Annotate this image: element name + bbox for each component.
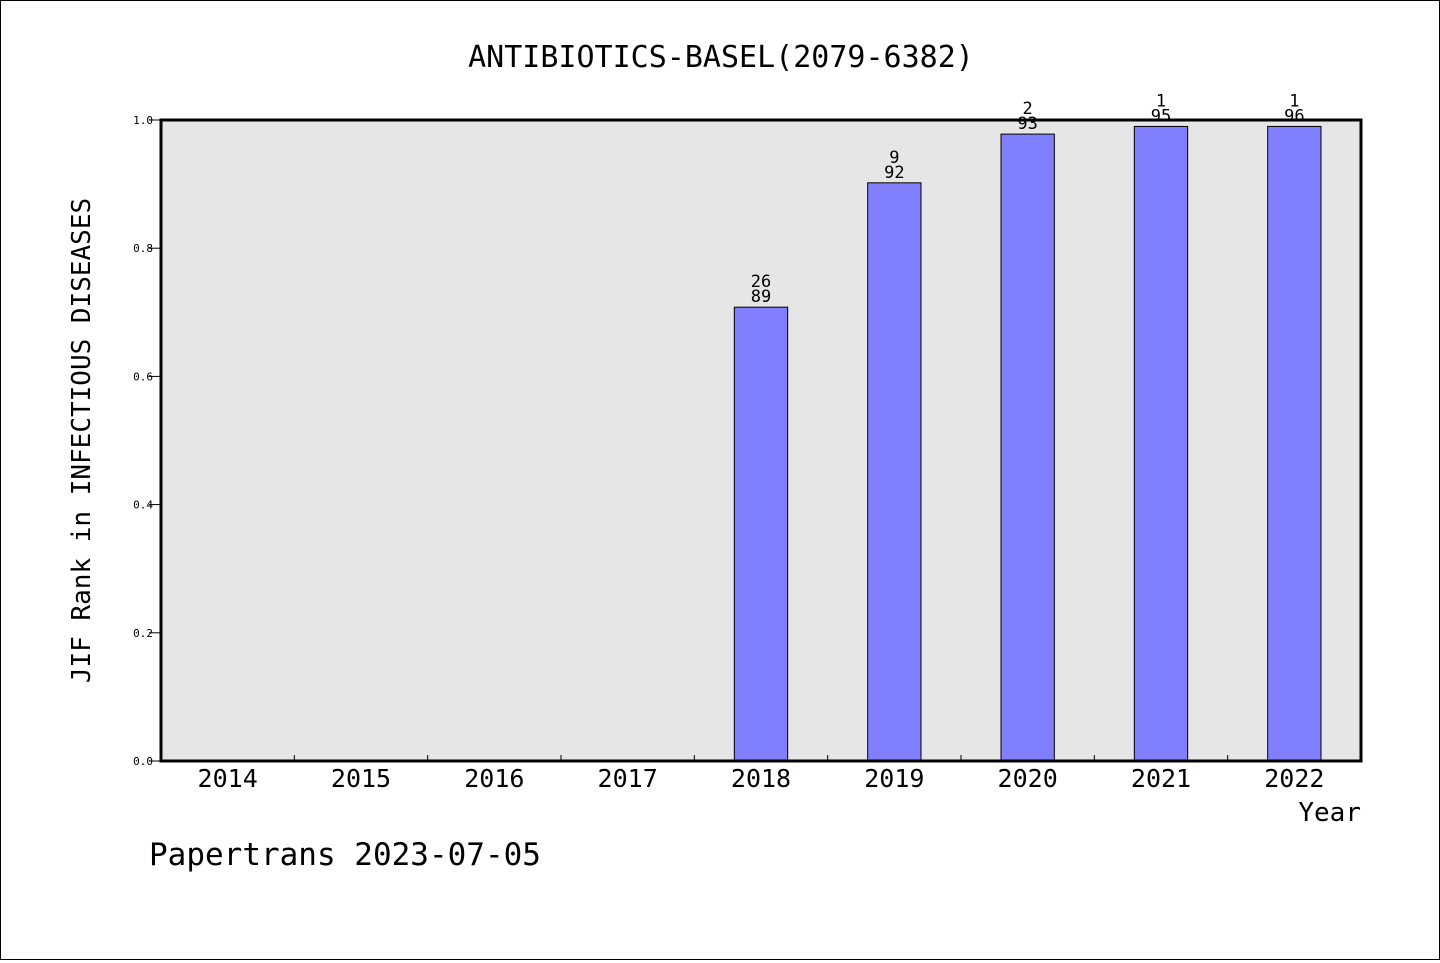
bar [1267,125,1322,762]
x-tick-label: 2017 [598,764,658,793]
bar-rank-label: 9 [889,148,899,168]
bar-rank-label: 26 [751,272,771,292]
y-tick-label: 0.4 [133,499,153,512]
x-tick-label: 2021 [1131,764,1191,793]
bar-total-label: 92 [884,163,904,183]
y-axis-label: JIF Rank in INFECTIOUS DISEASES [67,198,97,683]
footer-watermark: Papertrans 2023-07-05 [149,837,541,873]
y-tick-label: 0.0 [133,755,153,768]
bar [1000,133,1055,762]
bar-total-label: 89 [751,287,771,307]
y-tick-label: 0.8 [133,242,153,255]
bar-rank-label: 1 [1156,91,1166,111]
plot-border [159,118,1363,763]
bar [733,306,789,762]
y-tick-label: 0.6 [133,370,153,383]
bar-rank-label: 2 [1023,99,1033,119]
y-axis-ticks: 0.0 0.2 0.4 0.6 0.8 1.0 [133,114,161,768]
bar-total-label: 96 [1284,106,1304,126]
bar-total-label: 93 [1017,114,1037,134]
bar-rank-label: 1 [1289,91,1299,111]
x-tick-label: 2022 [1264,764,1324,793]
chart-title: ANTIBIOTICS-BASEL(2079-6382) [468,40,974,75]
x-tick-label: 2019 [864,764,924,793]
bar [867,182,922,762]
bar-total-label: 95 [1151,106,1171,126]
y-tick-label: 1.0 [133,114,153,127]
bar [1133,125,1189,762]
x-axis-ticks: 2014 2015 2016 2017 2018 2019 2020 2021 2022 [198,755,1324,793]
x-tick-label: 2018 [731,764,791,793]
x-axis-label: Year [1298,798,1361,828]
x-tick-label: 2020 [998,764,1058,793]
x-tick-label: 2015 [331,764,391,793]
x-tick-label: 2014 [198,764,258,793]
x-tick-label: 2016 [464,764,524,793]
y-tick-label: 0.2 [133,627,153,640]
